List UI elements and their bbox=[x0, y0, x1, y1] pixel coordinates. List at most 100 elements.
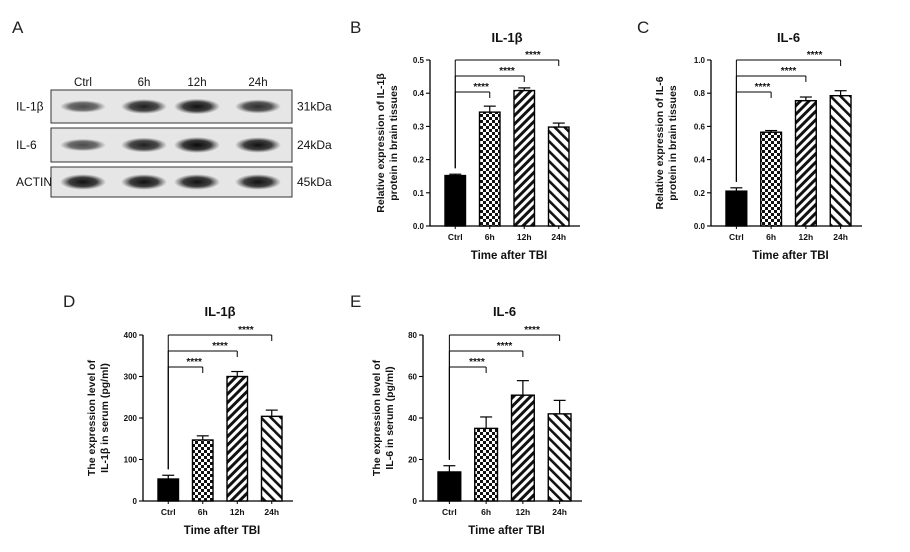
y-tick-label: 200 bbox=[124, 414, 138, 423]
significance-label: **** bbox=[473, 82, 489, 93]
y-axis-label: The expression level of IL-1β in serum (p… bbox=[86, 359, 111, 476]
bar bbox=[829, 94, 852, 227]
panel-label: D bbox=[63, 292, 75, 311]
blot-band bbox=[121, 137, 167, 153]
bar bbox=[437, 471, 462, 502]
y-tick-label: 0.2 bbox=[413, 156, 425, 165]
panel-label: E bbox=[350, 292, 361, 311]
blot-protein-label: IL-1β bbox=[16, 100, 44, 114]
y-tick-label: 0.8 bbox=[694, 89, 706, 98]
blot-band bbox=[235, 174, 281, 190]
y-tick-label: 80 bbox=[408, 331, 417, 340]
significance-bracket: **** bbox=[454, 50, 560, 169]
x-axis-label: Time after TBI bbox=[471, 250, 547, 262]
chart-e-il6-serum: E IL-6 The expression level of IL-6 in seru… bbox=[350, 292, 582, 537]
x-tick-label: 6h bbox=[766, 232, 776, 242]
chart-title: IL-6 bbox=[493, 304, 516, 319]
chart-title: IL-1β bbox=[204, 304, 235, 319]
significance-label: **** bbox=[524, 325, 540, 336]
significance-label: **** bbox=[755, 82, 771, 93]
blot-kda-label: 31kDa bbox=[297, 100, 332, 114]
blot-band bbox=[174, 174, 220, 190]
x-tick-label: Ctrl bbox=[161, 507, 176, 517]
x-tick-label: 6h bbox=[481, 507, 491, 517]
y-axis-label: Relative expression of IL-6 protein in br… bbox=[654, 76, 679, 209]
blot-lane-labels: Ctrl 6h 12h 24h bbox=[74, 77, 268, 89]
significance-label: **** bbox=[781, 66, 797, 77]
bar bbox=[794, 99, 817, 227]
bar bbox=[444, 174, 467, 227]
y-tick-label: 0 bbox=[413, 497, 418, 506]
chart-b-il1b-brain: B IL-1β Relative expression of IL-1β protei… bbox=[350, 18, 580, 262]
y-tick-label: 0.0 bbox=[694, 222, 706, 231]
bar bbox=[474, 427, 499, 502]
y-tick-label: 60 bbox=[408, 373, 417, 382]
blot-row: IL-6 24kDa bbox=[16, 127, 332, 163]
y-tick-label: 0.4 bbox=[413, 89, 425, 98]
blot-band bbox=[121, 99, 167, 114]
bar bbox=[478, 111, 501, 227]
blot-lane-label: 6h bbox=[138, 77, 151, 89]
y-tick-label: 40 bbox=[408, 414, 417, 423]
y-axis-label-line: protein in brain tissues bbox=[667, 85, 679, 201]
x-tick-label: Ctrl bbox=[442, 507, 457, 517]
bar bbox=[760, 131, 783, 227]
blot-protein-label: ACTIN bbox=[16, 175, 52, 189]
y-tick-label: 20 bbox=[408, 456, 417, 465]
blot-kda-label: 24kDa bbox=[297, 138, 332, 152]
x-tick-label: 24h bbox=[552, 507, 567, 517]
chart-title: IL-1β bbox=[491, 30, 522, 45]
bar bbox=[260, 415, 283, 502]
x-tick-label: 12h bbox=[516, 507, 531, 517]
blot-lane-label: Ctrl bbox=[74, 77, 92, 89]
y-tick-label: 0.1 bbox=[413, 189, 425, 198]
y-tick-label: 0.3 bbox=[413, 122, 425, 131]
y-tick-label: 0.5 bbox=[413, 56, 425, 65]
y-axis-label-line: IL-1β in serum (pg/ml) bbox=[99, 363, 111, 473]
significance-label: **** bbox=[525, 50, 541, 61]
blot-band bbox=[235, 137, 281, 153]
blot-band bbox=[60, 138, 106, 152]
blot-rows: IL-1β 31kDa IL-6 24kDa ACTIN 45kDa bbox=[16, 89, 332, 198]
blot-row: IL-1β 31kDa bbox=[16, 89, 332, 124]
chart-c-il6-brain: C IL-6 Relative expression of IL-6 protein … bbox=[637, 18, 862, 262]
bar bbox=[191, 439, 214, 502]
significance-label: **** bbox=[499, 66, 515, 77]
significance-label: **** bbox=[497, 341, 513, 352]
y-tick-label: 100 bbox=[124, 456, 138, 465]
x-tick-label: Ctrl bbox=[729, 232, 744, 242]
blot-protein-label: IL-6 bbox=[16, 138, 37, 152]
y-tick-label: 0.4 bbox=[694, 156, 706, 165]
blot-band bbox=[174, 98, 220, 115]
bar bbox=[226, 375, 249, 502]
panel-label: C bbox=[637, 18, 649, 37]
x-tick-label: 6h bbox=[485, 232, 495, 242]
blot-row: ACTIN 45kDa bbox=[16, 166, 332, 198]
bar bbox=[513, 89, 536, 227]
bar bbox=[547, 413, 572, 502]
significance-label: **** bbox=[469, 357, 485, 368]
significance-bracket: **** bbox=[167, 325, 273, 470]
panel-label-a: A bbox=[12, 18, 24, 37]
significance-bracket: **** bbox=[448, 325, 561, 460]
y-tick-label: 0.2 bbox=[694, 189, 706, 198]
significance-label: **** bbox=[238, 325, 254, 336]
y-axis-label-line: The expression level of bbox=[371, 359, 383, 476]
blot-kda-label: 45kDa bbox=[297, 175, 332, 189]
y-tick-label: 0.6 bbox=[694, 122, 706, 131]
bar bbox=[510, 394, 535, 502]
y-axis-label: The expression level of IL-6 in serum (pg… bbox=[371, 359, 396, 476]
chart-title: IL-6 bbox=[777, 30, 800, 45]
y-tick-label: 400 bbox=[124, 331, 138, 340]
x-tick-label: 24h bbox=[833, 232, 848, 242]
bar bbox=[547, 126, 570, 227]
y-tick-label: 300 bbox=[124, 373, 138, 382]
y-axis-label-line: Relative expression of IL-6 bbox=[654, 76, 666, 209]
blot-band bbox=[60, 100, 106, 113]
y-tick-label: 1.0 bbox=[694, 56, 706, 65]
blot-lane-label: 24h bbox=[248, 77, 267, 89]
significance-label: **** bbox=[186, 357, 202, 368]
panel-label: B bbox=[350, 18, 361, 37]
x-tick-label: Ctrl bbox=[448, 232, 463, 242]
